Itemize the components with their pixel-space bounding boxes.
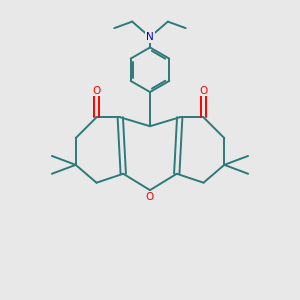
Text: O: O [146, 192, 154, 202]
Text: O: O [200, 85, 208, 96]
Text: N: N [146, 32, 154, 42]
Text: O: O [92, 85, 101, 96]
